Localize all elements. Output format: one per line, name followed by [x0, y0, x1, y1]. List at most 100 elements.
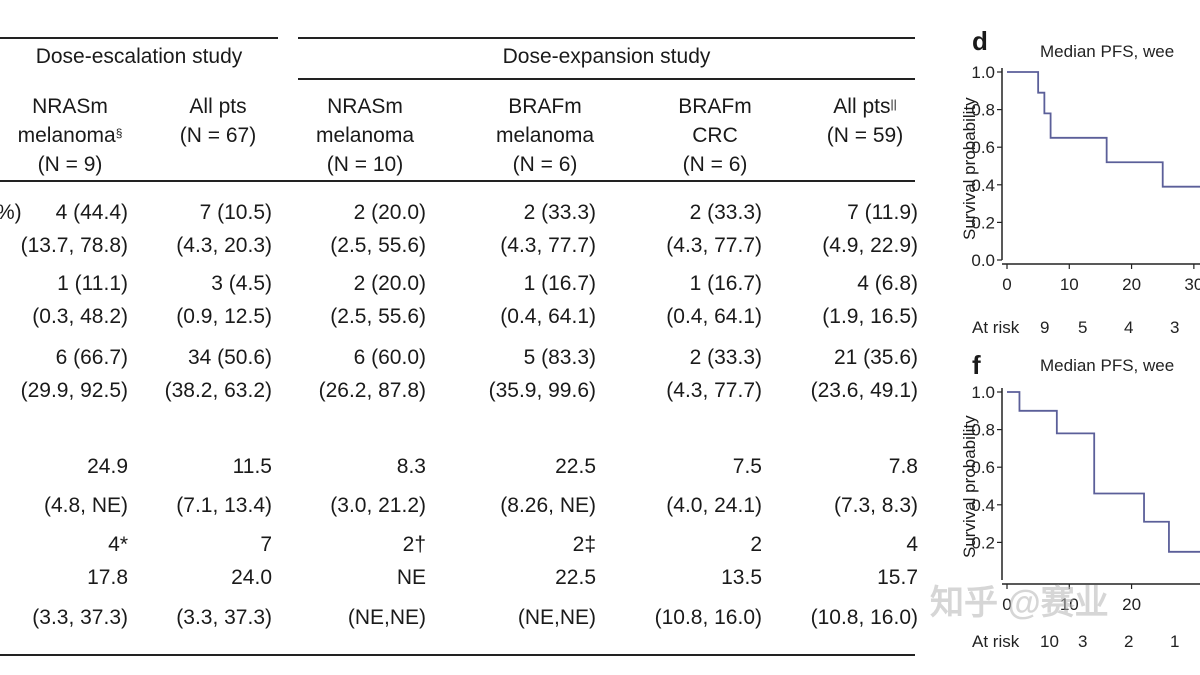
table-cell: (23.6, 49.1) [810, 379, 918, 402]
y-tick-label: 0.6 [971, 458, 995, 477]
y-tick-label: 1.0 [971, 63, 995, 82]
y-tick-label: 1.0 [971, 383, 995, 402]
y-tick-label: 0.2 [971, 533, 995, 552]
column-header: All pts|| (N = 59) [790, 92, 940, 150]
table-cell: (2.5, 55.6) [330, 305, 426, 328]
table-cell: 1 (11.1) [57, 272, 128, 295]
table-cell: 6 (66.7) [55, 346, 128, 369]
col1-line2: melanoma [17, 124, 116, 147]
table-cell: (35.9, 99.6) [488, 379, 596, 402]
y-tick-label: 0.8 [971, 101, 995, 120]
at-risk-value: 3 [1170, 318, 1180, 337]
group-rule-expansion [298, 78, 915, 80]
top-rule-escalation [0, 37, 278, 39]
table-cell: 2 (20.0) [353, 201, 426, 224]
at-risk-value: 10 [1040, 632, 1059, 651]
table-cell: (4.3, 77.7) [666, 234, 762, 257]
panel-letter-d: d [972, 26, 988, 56]
y-tick-label: 0.4 [971, 496, 995, 515]
x-tick-label: 20 [1122, 595, 1141, 614]
col6-footnote: || [890, 97, 897, 111]
y-tick-label: 0.2 [971, 213, 995, 232]
table-cell: (8.26, NE) [500, 494, 596, 517]
x-tick-label: 10 [1060, 595, 1079, 614]
table-cell: (3.0, 21.2) [330, 494, 426, 517]
table-cell: (4.8, NE) [43, 494, 128, 517]
table-cell: 2 [750, 533, 762, 556]
table-cell: 2 (20.0) [353, 272, 426, 295]
col5-line2: CRC [692, 124, 738, 147]
col4-line1: BRAFm [508, 95, 582, 118]
table-cell: 1 (16.7) [523, 272, 596, 295]
top-rule-expansion [298, 37, 915, 39]
km-f-plot: 1.0 0.8 0.6 0.4 0.2 0 10 20 [971, 383, 1200, 614]
table-cell: (10.8, 16.0) [654, 606, 762, 629]
km-d-title: Median PFS, wee [1040, 42, 1175, 61]
col3-line1: NRASm [327, 95, 403, 118]
table-cell: 2† [402, 533, 426, 556]
at-risk-value: 9 [1040, 318, 1050, 337]
table-cell: 7 [260, 533, 272, 556]
table-cell: (2.5, 55.6) [330, 234, 426, 257]
at-risk-value: 3 [1078, 632, 1088, 651]
table-cell: (3.3, 37.3) [176, 606, 272, 629]
table-cell: (0.3, 48.2) [32, 305, 128, 328]
col6-line2: (N = 59) [826, 124, 904, 147]
watermark: 知乎 @赛业 [930, 584, 1109, 622]
x-tick-label: 0 [1002, 595, 1011, 614]
table-cell: (38.2, 63.2) [164, 379, 272, 402]
table-cell: 22.5 [555, 566, 596, 589]
column-header: NRASm melanoma§ (N = 9) [0, 92, 140, 179]
y-tick-label: 0.6 [971, 138, 995, 157]
km-f-title: Median PFS, wee [1040, 356, 1175, 375]
table-cell: (NE,NE) [347, 606, 426, 629]
x-tick-label: 10 [1060, 275, 1079, 294]
table-cell: (29.9, 92.5) [20, 379, 128, 402]
table-cell: 17.8 [87, 566, 128, 589]
table-cell: NE [396, 566, 426, 589]
table-cell: 7 (10.5) [199, 201, 272, 224]
table-cell: 4 (6.8) [857, 272, 918, 295]
table-cell: 3 (4.5) [211, 272, 272, 295]
table-cell: (26.2, 87.8) [318, 379, 426, 402]
table-cell: (1.9, 16.5) [822, 305, 918, 328]
at-risk-value: 5 [1078, 318, 1088, 337]
col2-line2: (N = 67) [179, 124, 257, 147]
table-cell: (0.9, 12.5) [176, 305, 272, 328]
y-tick-label: 0.8 [971, 421, 995, 440]
column-header: BRAFm CRC (N = 6) [640, 92, 790, 179]
table-cell: 7 (11.9) [847, 201, 918, 224]
table-cell: 2 (33.3) [523, 201, 596, 224]
table-cell: 21 (35.6) [833, 346, 918, 369]
table-cell: (0.4, 64.1) [666, 305, 762, 328]
col1-line1: NRASm [32, 95, 108, 118]
at-risk-value: 1 [1170, 632, 1180, 651]
table-cell: (NE,NE) [517, 606, 596, 629]
y-tick-label: 0.0 [971, 251, 995, 270]
column-header: NRASm melanoma (N = 10) [290, 92, 440, 179]
table-cell: (13.7, 78.8) [20, 234, 128, 257]
x-tick-label: 0 [1002, 275, 1011, 294]
table-cell: (4.3, 77.7) [666, 379, 762, 402]
table-cell: (4.3, 77.7) [500, 234, 596, 257]
row-stub: %) [0, 201, 22, 224]
table-cell: 5 (83.3) [523, 346, 596, 369]
table-cell: 8.3 [396, 455, 426, 478]
col5-line1: BRAFm [678, 95, 752, 118]
bottom-rule [0, 654, 915, 656]
table-cell: (0.4, 64.1) [500, 305, 596, 328]
table-cell: 7.5 [732, 455, 762, 478]
survival-curve [1007, 71, 1200, 188]
y-tick-label: 0.4 [971, 176, 995, 195]
col4-line2: melanoma [495, 124, 595, 147]
col5-line3: (N = 6) [682, 153, 748, 176]
table-cell: 34 (50.6) [187, 346, 272, 369]
col6-line1: All pts [833, 95, 891, 118]
column-header: All pts (N = 67) [148, 92, 288, 150]
table-cell: 11.5 [232, 455, 272, 478]
col3-line3: (N = 10) [326, 153, 404, 176]
table-cell: 13.5 [721, 566, 762, 589]
table-cell: 22.5 [555, 455, 596, 478]
survival-curve [1007, 391, 1200, 553]
table-cell: 24.9 [87, 455, 128, 478]
